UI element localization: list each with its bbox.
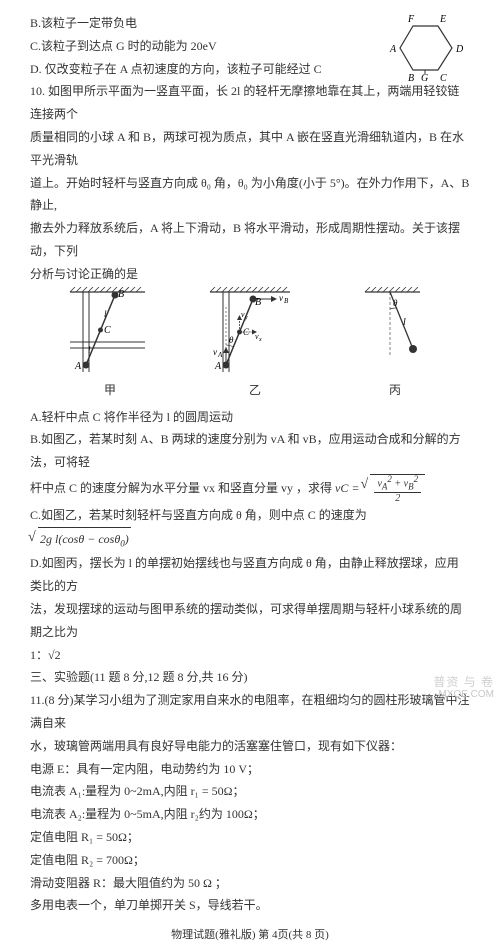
svg-text:B: B [408, 73, 414, 84]
svg-text:A: A [214, 361, 222, 372]
svg-text:v: v [213, 347, 217, 357]
q10-opt-b1: B.如图乙，若某时刻 A、B 两球的速度分别为 vA 和 vB，应用运动合成和分… [30, 428, 470, 474]
hexagon-figure: A B G C D E F [380, 8, 470, 88]
q10-line2: 质量相同的小球 A 和 B，两球可视为质点，其中 A 嵌在竖直光滑细轨道内，B … [30, 126, 470, 172]
vc-formula-2: 2g l(cosθ − cosθ0) [30, 531, 131, 545]
q11-l9: 多用电表一个，单刀单掷开关 S，导线若干。 [30, 894, 470, 917]
figure-jia: A B C l l 甲 [65, 287, 155, 402]
q10-line5: 分析与讨论正确的是 [30, 263, 470, 286]
q11-l6: 定值电阻 R₁ = 50Ω； [30, 826, 470, 849]
q11-l7: 定值电阻 R₂ = 700Ω； [30, 849, 470, 872]
svg-text:C: C [104, 325, 111, 336]
svg-text:D: D [455, 44, 464, 55]
caption-yi: 乙 [249, 379, 261, 402]
figure-yi: θ vA vB vy vx B A C 乙 [205, 287, 305, 402]
q10-line3: 道上。开始时轻杆与竖直方向成 θ₀ 角，θ₀ 为小角度(小于 5°)。在外力作用… [30, 172, 470, 218]
svg-text:B: B [284, 297, 289, 305]
svg-text:θ: θ [229, 335, 234, 345]
svg-text:A: A [389, 44, 397, 55]
q11-l1: 11.(8 分)某学习小组为了测定家用自来水的电阻率，在粗细均匀的圆柱形玻璃管中… [30, 689, 470, 735]
watermark: 普资 与 卷 MXQE.COM [433, 675, 494, 701]
q10-opt-a: A.轻杆中点 C 将作半径为 l 的圆周运动 [30, 406, 470, 429]
q11-l3: 电源 E：具有一定内阻，电动势约为 10 V； [30, 758, 470, 781]
q10-opt-b2-pre: 杆中点 C 的速度分解为水平分量 vx 和竖直分量 vy ，求得 [30, 481, 335, 495]
figure-bing: θ l 丙 [355, 287, 435, 402]
q10-opt-b1-text: B.如图乙，若某时刻 A、B 两球的速度分别为 vA 和 vB，应用运动合成和分… [30, 432, 461, 469]
q10-opt-d3: 1：√2 [30, 644, 470, 667]
svg-text:C: C [243, 327, 250, 337]
q10-line4: 撤去外力释放系统后，A 将上下滑动，B 将水平滑动，形成周期性摆动。关于该摆动，… [30, 217, 470, 263]
q10-opt-b2: 杆中点 C 的速度分解为水平分量 vx 和竖直分量 vy ，求得 vC = vA… [30, 474, 470, 504]
svg-text:θ: θ [393, 298, 398, 308]
q11-l4: 电流表 A₁:量程为 0~2mA,内阻 r₁ = 50Ω； [30, 780, 470, 803]
figures-row: A B C l l 甲 [30, 292, 470, 402]
svg-text:x: x [258, 337, 262, 343]
svg-text:l: l [403, 317, 406, 328]
page-footer: 物理试题(雅礼版) 第 4页(共 8 页) [30, 925, 470, 946]
q11-l5: 电流表 A₂:量程为 0~5mA,内阻 r₂约为 100Ω； [30, 803, 470, 826]
svg-text:A: A [74, 361, 82, 372]
svg-text:C: C [440, 73, 447, 84]
q11-l2: 水，玻璃管两端用具有良好导电能力的活塞塞住管口，现有如下仪器： [30, 735, 470, 758]
caption-jia: 甲 [104, 379, 116, 402]
section3: 三、实验题(11 题 8 分,12 题 8 分,共 16 分) [30, 666, 470, 689]
watermark-text2: MXQE.COM [433, 689, 494, 701]
svg-text:F: F [407, 14, 415, 25]
q11-l8: 滑动变阻器 R：最大阻值约为 50 Ω ； [30, 872, 470, 895]
svg-text:B: B [255, 297, 261, 308]
svg-text:B: B [118, 289, 124, 300]
svg-text:A: A [217, 351, 223, 359]
q10-opt-d2: 法，发现摆球的运动与图甲系统的摆动类似，可求得单摆周期与轻杆小球系统的周期之比为 [30, 598, 470, 644]
svg-text:E: E [439, 14, 446, 25]
svg-text:G: G [421, 73, 428, 84]
q10-opt-c: C.如图乙，若某时刻轻杆与竖直方向成 θ 角，则中点 C 的速度为 2g l(c… [30, 504, 470, 552]
svg-text:y: y [244, 315, 248, 321]
caption-bing: 丙 [389, 379, 401, 402]
svg-text:v: v [279, 293, 283, 303]
watermark-text1: 普资 与 卷 [433, 675, 494, 689]
vc-formula: vC = vA2 + vB22 [335, 481, 425, 495]
q10-opt-c-pre: C.如图乙，若某时刻轻杆与竖直方向成 θ 角，则中点 C 的速度为 [30, 508, 367, 522]
q10-opt-d1: D.如图丙，摆长为 l 的单摆初始摆线也与竖直方向成 θ 角，由静止释放摆球，应… [30, 552, 470, 598]
